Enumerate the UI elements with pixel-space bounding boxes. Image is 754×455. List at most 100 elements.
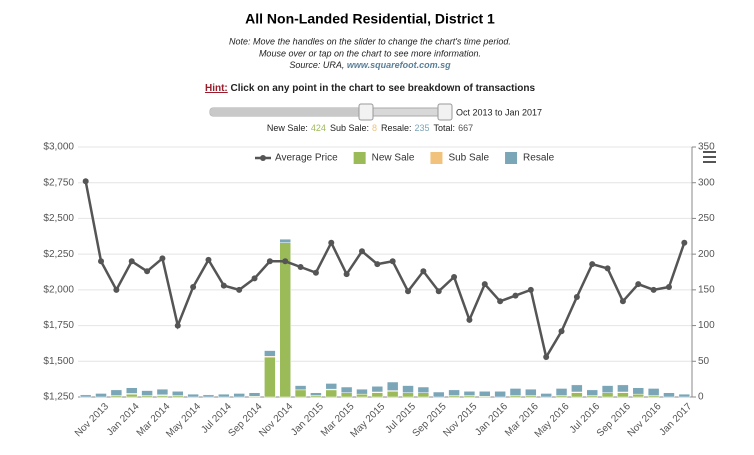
bar xyxy=(601,385,614,393)
price-point[interactable] xyxy=(374,261,381,268)
price-point[interactable] xyxy=(358,248,365,255)
source-link[interactable]: www.squarefoot.com.sg xyxy=(347,60,451,70)
y-tick-label: $2,500 xyxy=(43,213,74,224)
y-tick-label: $1,750 xyxy=(43,320,74,331)
y-tick-label: $2,250 xyxy=(43,249,74,260)
bar xyxy=(494,391,506,398)
bar xyxy=(187,393,199,398)
price-point[interactable] xyxy=(282,258,289,265)
price-point[interactable] xyxy=(604,265,611,272)
bar xyxy=(325,389,338,398)
price-point[interactable] xyxy=(497,298,504,305)
bar xyxy=(417,392,430,398)
bar xyxy=(141,390,153,396)
summary-label: Resale: xyxy=(381,123,412,133)
slider-handle[interactable] xyxy=(437,103,453,121)
price-point[interactable] xyxy=(589,261,596,268)
price-point[interactable] xyxy=(297,264,304,270)
bar xyxy=(294,385,307,391)
legend-swatch xyxy=(505,152,518,164)
price-point[interactable] xyxy=(635,281,642,288)
price-point[interactable] xyxy=(174,322,181,329)
bar xyxy=(463,391,476,396)
price-point[interactable] xyxy=(328,239,335,246)
bar xyxy=(79,394,92,398)
bar xyxy=(233,393,245,398)
legend-label[interactable]: Resale xyxy=(523,153,555,164)
x-tick-label: Jan 2017 xyxy=(657,401,694,438)
price-point[interactable] xyxy=(159,255,166,262)
legend-label[interactable]: Sub Sale xyxy=(448,153,489,164)
summary: New Sale: 424 Sub Sale: 8 Resale: 235 Total: 66… xyxy=(267,123,473,133)
price-point[interactable] xyxy=(512,292,519,299)
price-point[interactable] xyxy=(236,286,243,293)
bar xyxy=(678,393,691,398)
price-point[interactable] xyxy=(451,274,458,280)
price-point[interactable] xyxy=(266,258,273,265)
bar xyxy=(279,242,291,398)
price-point[interactable] xyxy=(527,286,534,293)
bar xyxy=(156,388,169,396)
legend-label[interactable]: New Sale xyxy=(372,153,415,164)
bar xyxy=(617,384,629,393)
bar xyxy=(540,393,552,398)
bar xyxy=(264,356,276,398)
y-tick-label: $1,500 xyxy=(43,356,74,367)
bar xyxy=(264,350,276,357)
bar xyxy=(248,392,261,397)
price-point[interactable] xyxy=(650,286,657,293)
price-point[interactable] xyxy=(665,284,672,290)
price-point[interactable] xyxy=(435,288,442,295)
chart-title: All Non-Landed Residential, District 1 xyxy=(245,11,495,27)
bar xyxy=(356,388,368,395)
slider-range xyxy=(210,108,365,116)
note: Mouse over or tap on the chart to see mo… xyxy=(259,48,481,58)
price-point[interactable] xyxy=(481,281,488,288)
price-point[interactable] xyxy=(405,288,412,295)
price-point[interactable] xyxy=(128,258,135,265)
summary-label: Sub Sale: xyxy=(330,123,369,133)
price-point[interactable] xyxy=(98,258,105,265)
bar xyxy=(202,394,215,398)
summary-value: 667 xyxy=(458,123,473,133)
bar xyxy=(172,391,184,396)
summary-value: 424 xyxy=(311,123,326,133)
price-point[interactable] xyxy=(82,178,89,185)
x-tick-label: Nov 2016 xyxy=(626,401,664,439)
bar xyxy=(571,392,583,398)
price-point[interactable] xyxy=(573,294,580,300)
summary-label: Total: xyxy=(434,123,456,133)
price-point[interactable] xyxy=(343,271,350,278)
price-point[interactable] xyxy=(144,268,151,275)
price-point[interactable] xyxy=(681,239,688,246)
legend-swatch xyxy=(353,152,366,164)
legend-swatch xyxy=(430,152,443,164)
price-point[interactable] xyxy=(420,268,427,275)
y2-tick-label: 50 xyxy=(698,356,710,367)
price-point[interactable] xyxy=(466,316,473,323)
y2-tick-label: 150 xyxy=(698,284,715,295)
menu-icon[interactable] xyxy=(703,151,716,163)
price-point[interactable] xyxy=(251,275,258,282)
price-point[interactable] xyxy=(220,282,227,289)
bar xyxy=(509,388,522,396)
price-point[interactable] xyxy=(543,354,550,360)
summary-label: New Sale: xyxy=(267,123,308,133)
bar xyxy=(632,393,645,398)
price-point[interactable] xyxy=(113,286,120,293)
source: Source: URA, www.squarefoot.com.sg xyxy=(289,60,451,70)
bar xyxy=(432,391,445,398)
bar xyxy=(386,391,399,398)
y2-tick-label: 250 xyxy=(698,213,715,224)
price-point[interactable] xyxy=(190,284,197,290)
price-point[interactable] xyxy=(389,258,396,265)
x-tick-label: Nov 2014 xyxy=(257,401,295,439)
bar xyxy=(371,386,384,393)
price-point[interactable] xyxy=(205,256,212,263)
slider-handle[interactable] xyxy=(358,103,374,121)
price-point[interactable] xyxy=(558,328,565,335)
price-point[interactable] xyxy=(312,269,319,276)
legend-label[interactable]: Average Price xyxy=(275,153,338,164)
price-point[interactable] xyxy=(619,298,626,305)
